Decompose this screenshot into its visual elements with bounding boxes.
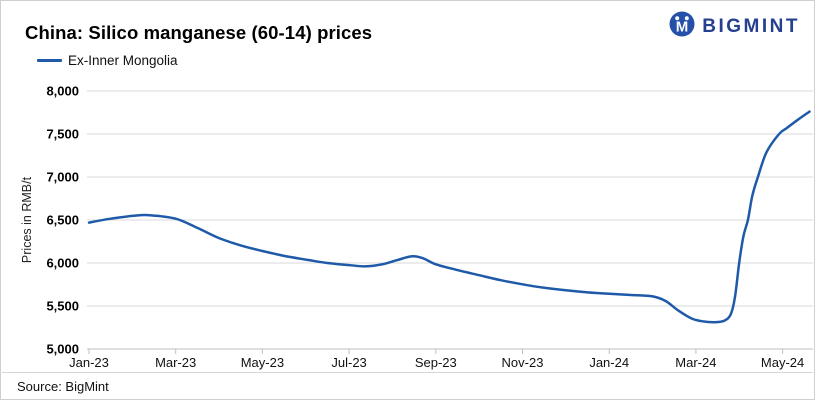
bigmint-monkey-icon: M: [668, 10, 696, 43]
x-tick-label: May-23: [241, 355, 284, 370]
x-tick-label: Jul-23: [331, 355, 366, 370]
svg-text:M: M: [676, 19, 689, 36]
y-tick-label: 6,000: [46, 256, 79, 271]
y-tick-label: 7,000: [46, 170, 79, 185]
y-tick-label: 8,000: [46, 84, 79, 99]
footer-separator: [2, 372, 813, 373]
x-tick-label: Mar-24: [675, 355, 716, 370]
x-tick-label: Jan-24: [589, 355, 629, 370]
legend-label: Ex-Inner Mongolia: [68, 53, 178, 68]
x-tick-label: Jan-23: [69, 355, 109, 370]
source-note: Source: BigMint: [17, 379, 109, 394]
x-tick-label: May-24: [761, 355, 804, 370]
y-tick-label: 7,500: [46, 127, 79, 142]
x-tick-label: Mar-23: [155, 355, 196, 370]
bigmint-logo-text: BIGMINT: [702, 15, 800, 37]
y-tick-label: 5,000: [46, 342, 79, 357]
y-tick-label: 6,500: [46, 213, 79, 228]
price-series-line: [87, 110, 811, 324]
x-tick-label: Nov-23: [502, 355, 544, 370]
y-axis-title: Prices in RMB/t: [20, 176, 34, 264]
legend-line-swatch: [37, 59, 62, 62]
legend: Ex-Inner Mongolia: [37, 53, 178, 68]
bigmint-logo: M BIGMINT: [668, 10, 800, 43]
chart-title: China: Silico manganese (60-14) prices: [25, 22, 373, 43]
y-tick-label: 5,500: [46, 299, 79, 314]
x-tick-label: Sep-23: [415, 355, 457, 370]
